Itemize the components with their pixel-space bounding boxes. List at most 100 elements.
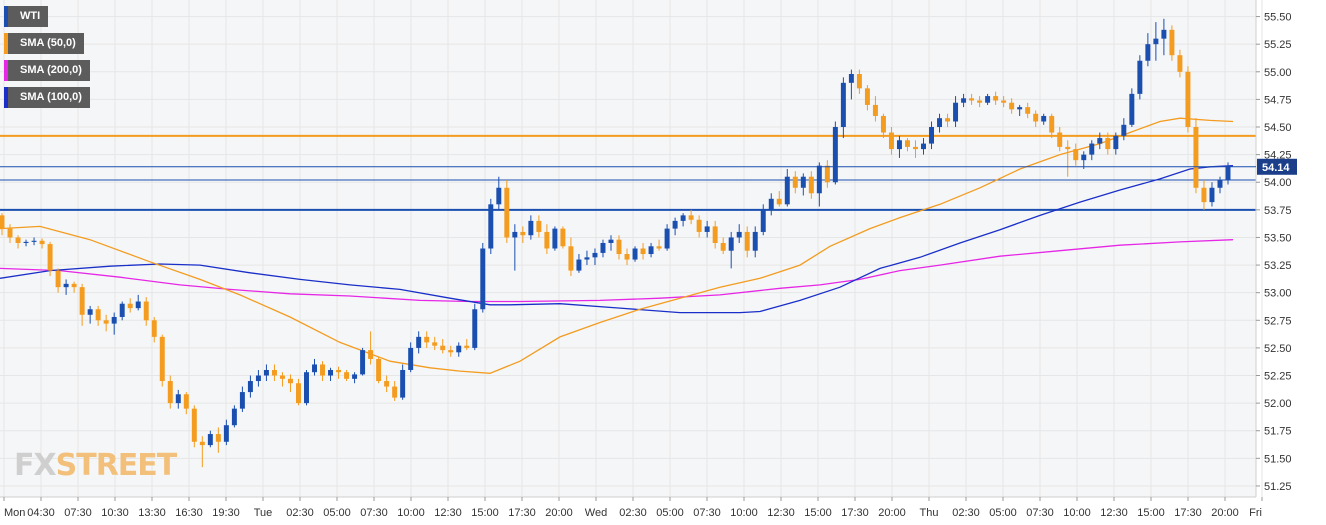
candle-body	[167, 381, 173, 404]
candle-body	[215, 434, 221, 442]
candle-body	[640, 248, 646, 255]
candle-body	[1209, 187, 1215, 203]
candle-body	[247, 381, 253, 393]
candle-body	[760, 209, 766, 232]
candle-body	[424, 336, 430, 343]
candle-body	[183, 394, 189, 409]
legend-sma200[interactable]: SMA (200,0)	[4, 60, 90, 81]
candle-body	[488, 204, 494, 249]
x-tick-label: 10:00	[397, 507, 425, 519]
candle-body	[320, 364, 326, 376]
candle-body	[993, 96, 999, 101]
x-tick-label: 05:00	[323, 507, 351, 519]
legend-sma50[interactable]: SMA (50,0)	[4, 33, 84, 54]
candle-body	[1001, 100, 1007, 103]
x-tick-label: Wed	[585, 507, 607, 519]
y-tick-label: 53.50	[1264, 232, 1292, 244]
candle-body	[352, 374, 358, 379]
candle-body	[151, 320, 157, 337]
candle-body	[1185, 71, 1191, 128]
x-tick-label: 05:00	[989, 507, 1017, 519]
x-tick-label: 15:00	[1137, 507, 1165, 519]
candle-body	[95, 309, 101, 321]
candle-body	[969, 98, 975, 101]
y-tick-label: 54.50	[1264, 122, 1292, 134]
candle-body	[464, 345, 470, 348]
candle-body	[360, 350, 366, 375]
current-price-label: 54.14	[1262, 162, 1290, 174]
candle-body	[768, 198, 774, 210]
x-axis-ticks: Mon 04:30 07:30 10:30 13:30 16:30 19:30 Tue 02:3…	[3, 497, 1263, 519]
x-tick-label: 07:30	[360, 507, 388, 519]
candle-body	[55, 270, 61, 288]
candle-body	[929, 127, 935, 144]
x-tick-label: 05:00	[656, 507, 684, 519]
x-tick-label: 20:00	[545, 507, 573, 519]
candle-body	[824, 165, 830, 183]
candle-body	[15, 237, 21, 243]
candle-body	[696, 219, 702, 232]
candle-body	[1033, 113, 1039, 122]
candle-body	[680, 215, 686, 221]
candle-body	[744, 231, 750, 251]
candle-body	[1145, 44, 1151, 61]
y-tick-label: 52.00	[1264, 398, 1292, 410]
candle-body	[103, 320, 109, 324]
candle-body	[79, 287, 85, 315]
candle-body	[656, 246, 662, 249]
x-tick-label: 20:00	[878, 507, 906, 519]
candle-body	[127, 303, 133, 309]
candle-body	[223, 425, 229, 442]
candle-body	[576, 259, 582, 271]
candle-body	[848, 73, 854, 83]
candle-body	[135, 301, 141, 309]
candle-body	[1193, 127, 1199, 188]
x-tick-label: Fri	[1249, 507, 1262, 519]
legend-wti[interactable]: WTI	[4, 6, 49, 27]
x-tick-label: 07:30	[64, 507, 92, 519]
x-tick-label: 10:00	[730, 507, 758, 519]
candle-body	[1153, 38, 1159, 45]
candle-body	[199, 441, 205, 446]
candle-body	[1129, 93, 1135, 125]
y-axis-ticks: 55.50 55.25 55.00 54.75 54.50 54.25 54.00 53.75…	[1256, 12, 1292, 493]
candle-body	[1121, 124, 1127, 136]
candle-body	[864, 88, 870, 105]
candle-body	[752, 231, 758, 251]
candle-body	[536, 220, 542, 232]
y-tick-label: 54.25	[1264, 150, 1292, 162]
x-tick-label: 04:30	[27, 507, 55, 519]
candle-body	[776, 198, 782, 205]
candle-body	[1113, 135, 1119, 150]
candle-body	[1169, 29, 1175, 56]
x-tick-label: 16:30	[175, 507, 203, 519]
candle-body	[1017, 107, 1023, 110]
sma50-line	[0, 117, 1234, 374]
candle-body	[1225, 166, 1231, 181]
legend-sma100[interactable]: SMA (100,0)	[4, 87, 90, 108]
y-tick-label: 55.50	[1264, 12, 1292, 24]
candle-body	[880, 115, 886, 133]
candle-body	[800, 176, 806, 188]
candle-body	[896, 140, 902, 150]
candle-body	[728, 237, 734, 251]
y-tick-label: 52.50	[1264, 343, 1292, 355]
candle-body	[384, 381, 390, 387]
candle-body	[328, 369, 334, 376]
x-tick-label: 12:30	[1100, 507, 1128, 519]
candle-body	[87, 309, 93, 315]
candle-body	[688, 215, 694, 220]
candle-body	[440, 345, 446, 351]
candle-body	[239, 392, 245, 409]
candle-body	[1057, 132, 1063, 147]
x-tick-label: 19:30	[212, 507, 240, 519]
x-tick-label: 20:00	[1211, 507, 1239, 519]
x-tick-label: 12:30	[434, 507, 462, 519]
plot-background	[0, 0, 1256, 497]
candle-body	[624, 254, 630, 260]
candle-body	[368, 350, 374, 359]
candle-body	[39, 240, 45, 245]
candle-body	[913, 146, 918, 150]
candle-body	[953, 102, 959, 122]
candle-body	[1097, 138, 1103, 144]
